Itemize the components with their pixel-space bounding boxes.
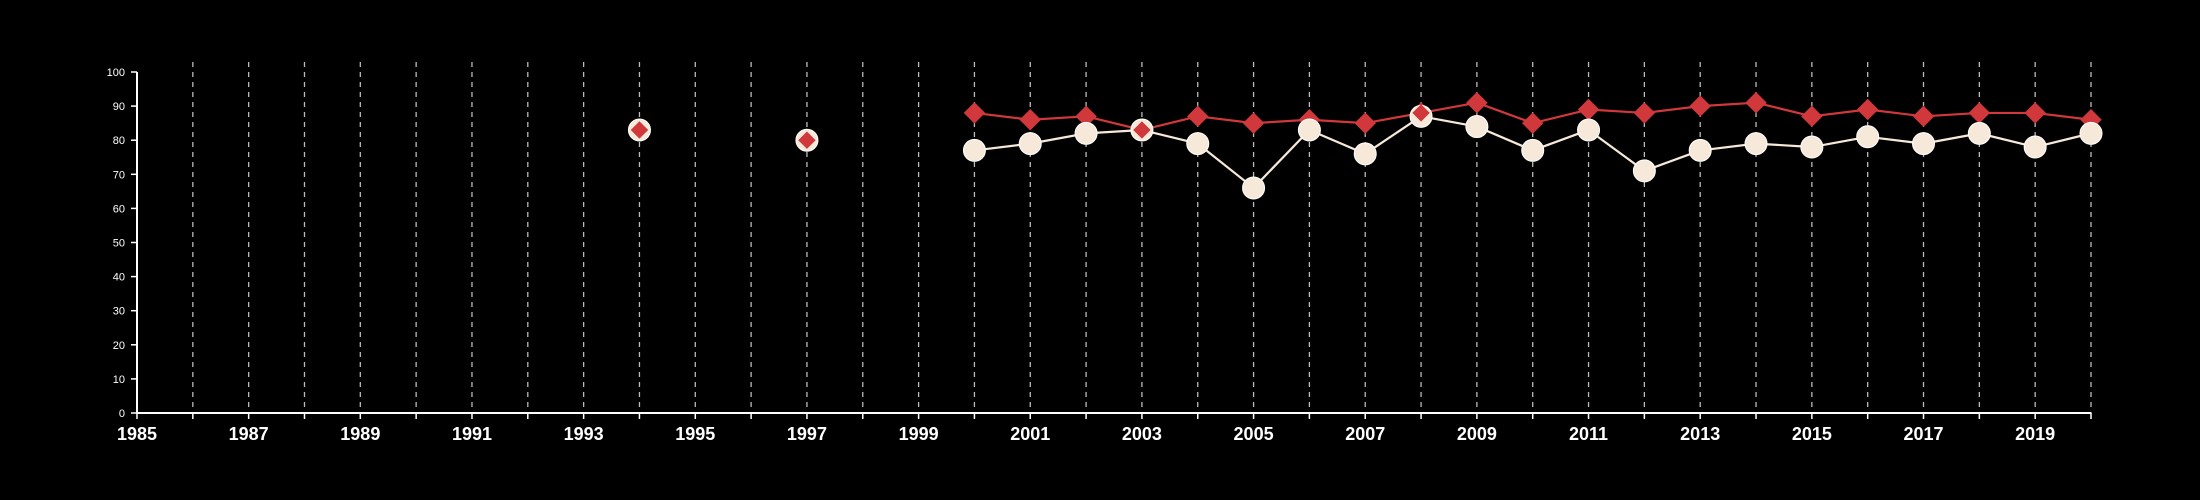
red-diamond-marker-overlap [630, 121, 649, 139]
axes: 0 10 20 30 40 50 60 70 80 90 100 1985 1987 1989 1991 19… [107, 67, 2092, 444]
x-tick-label: 1987 [229, 424, 269, 444]
y-tick-label: 100 [107, 67, 125, 79]
cream-circle-marker [1353, 142, 1377, 166]
cream-circle-marker [1688, 138, 1712, 162]
cream-circle-marker [1744, 132, 1768, 156]
x-tick-label: 1991 [452, 424, 492, 444]
series-layer [627, 91, 2103, 200]
cream-series-segment [1197, 142, 1255, 189]
cream-circle-marker [1967, 121, 1991, 145]
cream-circle-marker [1018, 132, 1042, 156]
cream-circle-marker [1856, 125, 1880, 149]
cream-circle-marker [1521, 138, 1545, 162]
cream-series-segment [1252, 129, 1311, 189]
x-tick-label: 2015 [1792, 424, 1832, 444]
x-tick-label: 1997 [787, 424, 827, 444]
y-tick-label: 50 [113, 238, 125, 250]
red-diamond-marker [1801, 105, 1823, 128]
red-diamond-marker [1354, 112, 1376, 134]
cream-circle-marker [962, 138, 986, 162]
x-tick-label: 2011 [1569, 424, 1608, 444]
red-diamond-marker [1689, 95, 1711, 117]
red-series-segment [1532, 108, 1589, 125]
x-tick-label: 1999 [899, 424, 939, 444]
cream-circle-marker [2079, 121, 2103, 145]
x-tick-label: 1985 [117, 424, 157, 444]
red-diamond-marker-overlap [798, 131, 816, 149]
cream-circle-marker [1465, 115, 1489, 139]
y-tick-label: 0 [119, 408, 125, 420]
y-tick-label: 40 [113, 272, 125, 284]
y-tick-label: 70 [113, 169, 125, 181]
cream-circle-marker [1577, 118, 1601, 142]
x-tick-label: 1995 [675, 424, 715, 444]
y-tick-label: 10 [113, 374, 125, 386]
x-tick-label: 2017 [1903, 424, 1943, 444]
red-diamond-marker [1633, 102, 1656, 124]
red-diamond-marker [1019, 109, 1041, 131]
red-diamond-marker [1466, 91, 1488, 114]
red-diamond-marker [2024, 102, 2046, 124]
y-tick-label: 30 [113, 306, 125, 318]
red-diamond-marker-overlap [1133, 121, 1151, 139]
cream-circle-marker [1800, 135, 1824, 159]
x-tick-label: 2007 [1345, 424, 1385, 444]
red-diamond-marker [963, 102, 986, 124]
red-diamond-marker-overlap [1412, 104, 1430, 122]
cream-circle-marker [1186, 132, 1210, 156]
x-tick-label: 2013 [1680, 424, 1720, 444]
y-tick-label: 60 [113, 203, 125, 215]
red-diamond-marker [1522, 112, 1544, 134]
cream-circle-marker [1632, 159, 1656, 183]
x-tick-label: 2019 [2015, 424, 2055, 444]
y-tick-label: 80 [113, 135, 125, 147]
y-tick-label: 90 [113, 101, 125, 113]
x-tick-label: 1989 [340, 424, 380, 444]
red-diamond-marker [1242, 112, 1265, 134]
red-diamond-marker [1745, 91, 1767, 114]
red-series-segment [1476, 101, 1534, 125]
x-tick-label: 2003 [1122, 424, 1162, 444]
x-tick-label: 2009 [1457, 424, 1497, 444]
x-tick-label: 1993 [564, 424, 604, 444]
red-diamond-marker [1912, 105, 1935, 128]
cream-circle-marker [1242, 176, 1266, 200]
x-tick-label: 2001 [1010, 424, 1050, 444]
red-diamond-marker [1187, 105, 1209, 128]
grid [192, 62, 2092, 413]
cream-circle-marker [1912, 132, 1936, 156]
cream-circle-marker [1074, 121, 1098, 145]
x-tick-label: 2005 [1234, 424, 1274, 444]
red-series-segment [1755, 101, 1813, 118]
cream-circle-marker [2023, 135, 2047, 159]
red-diamond-marker [1856, 98, 1879, 121]
y-tick-label: 20 [113, 340, 125, 352]
cream-series-segment [1587, 129, 1646, 172]
cream-circle-marker [1297, 118, 1321, 142]
